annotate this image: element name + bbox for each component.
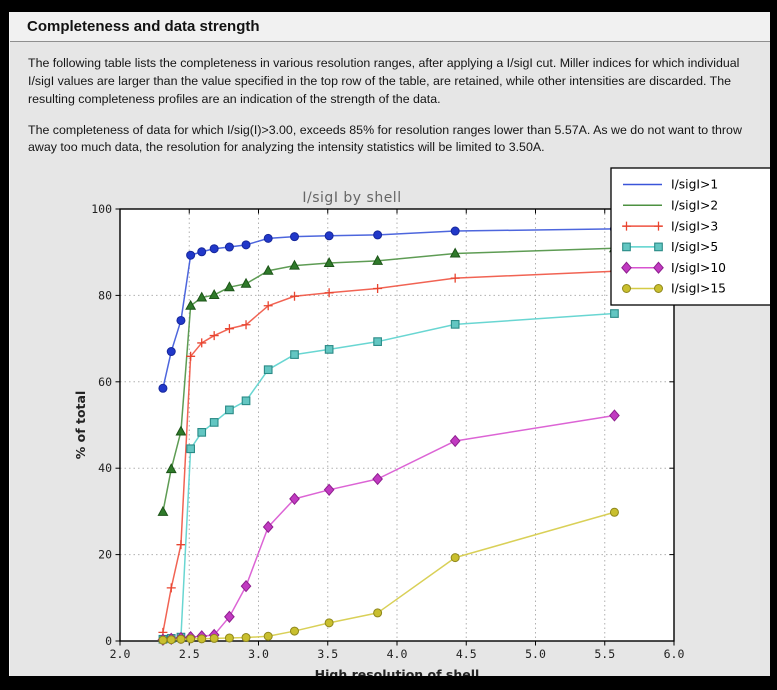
- svg-text:40: 40: [98, 461, 112, 475]
- svg-text:2.0: 2.0: [110, 647, 131, 661]
- svg-text:0: 0: [105, 634, 112, 648]
- page-title: Completeness and data strength: [27, 18, 260, 35]
- series-i-sigi-15: [158, 507, 619, 645]
- svg-text:4.5: 4.5: [456, 647, 477, 661]
- svg-text:100: 100: [91, 202, 112, 216]
- svg-text:I/sigI>5: I/sigI>5: [671, 240, 718, 254]
- svg-text:5.5: 5.5: [594, 647, 615, 661]
- x-axis: 2.0 2.5 3.0 3.5 4.0 4.5 5.0 5.5 6.0: [110, 209, 685, 661]
- chart-container: 2.0 2.5 3.0 3.5 4.0 4.5 5.0 5.5 6.0 0 20 40 60 80 100 I…: [10, 162, 773, 682]
- legend-item: I/sigI>10: [621, 261, 726, 275]
- svg-text:4.0: 4.0: [387, 647, 408, 661]
- svg-text:I/sigI by shell: I/sigI by shell: [302, 190, 401, 206]
- series-i-sigi-2: [157, 242, 620, 516]
- report-text: The following table lists the completene…: [10, 42, 770, 157]
- report-page: Completeness and data strength The follo…: [9, 12, 773, 682]
- svg-text:3.5: 3.5: [317, 647, 338, 661]
- legend-item: I/sigI>1: [623, 178, 718, 192]
- svg-text:5.0: 5.0: [525, 647, 546, 661]
- svg-text:20: 20: [98, 548, 112, 562]
- y-axis: 0 20 40 60 80 100: [91, 202, 674, 648]
- svg-text:80: 80: [98, 288, 112, 302]
- svg-text:6.0: 6.0: [664, 647, 685, 661]
- legend-item: I/sigI>3: [622, 219, 718, 233]
- svg-text:I/sigI>1: I/sigI>1: [671, 178, 718, 192]
- svg-text:High resolution of shell: High resolution of shell: [315, 667, 480, 676]
- paragraph-resolution-cutoff: The completeness of data for which I/sig…: [28, 122, 742, 155]
- paragraph-intro: The following table lists the completene…: [28, 56, 740, 106]
- chart-legend: I/sigI>1 I/sigI>2 I/sigI>3 I/sigI>5 I/sigI>1…: [610, 167, 773, 306]
- series-i-sigi-3: [158, 266, 619, 637]
- page-titlebar: Completeness and data strength: [10, 12, 770, 42]
- svg-text:60: 60: [98, 375, 112, 389]
- svg-text:3.0: 3.0: [248, 647, 269, 661]
- chart-title: I/sigI by shell: [302, 190, 401, 206]
- plot-frame: [119, 208, 675, 642]
- legend-item: I/sigI>15: [622, 282, 726, 296]
- svg-text:I/sigI>3: I/sigI>3: [671, 219, 718, 233]
- legend-item: I/sigI>5: [622, 240, 718, 254]
- svg-text:I/sigI>10: I/sigI>10: [671, 261, 726, 275]
- svg-text:I/sigI>15: I/sigI>15: [671, 282, 726, 296]
- svg-text:% of total: % of total: [73, 391, 88, 460]
- isigi-by-shell-chart: 2.0 2.5 3.0 3.5 4.0 4.5 5.0 5.5 6.0 0 20 40 60 80 100 I…: [73, 167, 773, 682]
- legend-item: I/sigI>2: [623, 199, 718, 213]
- svg-text:I/sigI>2: I/sigI>2: [671, 199, 718, 213]
- svg-text:2.5: 2.5: [179, 647, 200, 661]
- plot-grid: [120, 209, 674, 641]
- series-i-sigi-1: [158, 224, 619, 393]
